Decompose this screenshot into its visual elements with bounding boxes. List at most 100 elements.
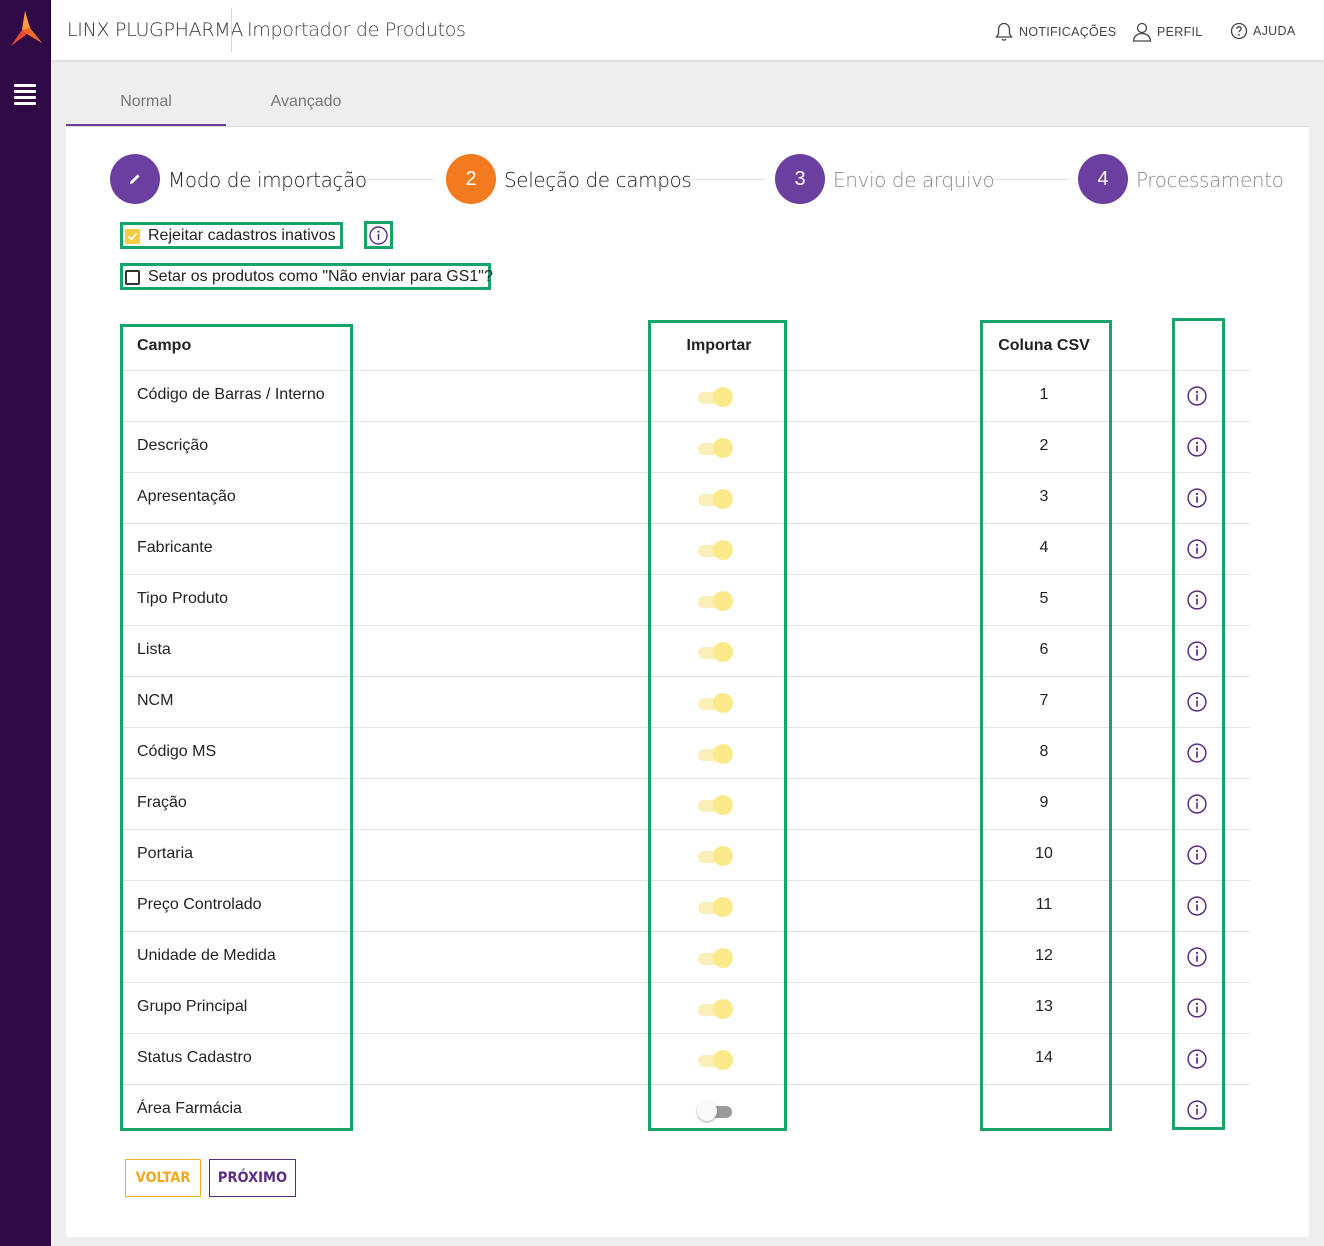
- campo-cell: Descrição: [137, 437, 209, 454]
- step-3-label: Envio de arquivo: [833, 168, 995, 192]
- info-icon[interactable]: [368, 225, 389, 246]
- help-button[interactable]: AJUDA: [1229, 21, 1295, 41]
- step-1-circle[interactable]: [110, 154, 160, 204]
- import-toggle[interactable]: [697, 642, 733, 662]
- tab-bar: Normal Avançado: [66, 82, 1309, 127]
- profile-button[interactable]: PERFIL: [1131, 21, 1203, 43]
- pencil-icon: [130, 174, 140, 184]
- info-icon[interactable]: [1186, 1099, 1208, 1121]
- table-row: Grupo Principal 13: [122, 983, 1250, 1034]
- highlight-box: [364, 221, 393, 249]
- table-row: Preço Controlado 11: [122, 881, 1250, 932]
- import-toggle[interactable]: [697, 897, 733, 917]
- campo-cell: Lista: [137, 641, 171, 658]
- csv-column-cell: 7: [1039, 692, 1049, 709]
- table-row: Descrição 2: [122, 422, 1250, 473]
- table-row: Portaria 10: [122, 830, 1250, 881]
- campo-cell: Apresentação: [137, 488, 236, 505]
- info-icon[interactable]: [1186, 1048, 1208, 1070]
- csv-column-cell: 3: [1039, 488, 1049, 505]
- back-button[interactable]: VOLTAR: [125, 1159, 201, 1197]
- info-icon[interactable]: [1186, 640, 1208, 662]
- import-toggle[interactable]: [697, 1050, 733, 1070]
- campo-cell: Portaria: [137, 845, 194, 862]
- campo-cell: Fração: [137, 794, 187, 811]
- csv-column-cell: 6: [1039, 641, 1049, 658]
- import-toggle[interactable]: [697, 744, 733, 764]
- help-icon: [1230, 22, 1248, 40]
- import-toggle[interactable]: [697, 591, 733, 611]
- header-importar: Importar: [686, 337, 752, 354]
- import-toggle[interactable]: [697, 540, 733, 560]
- header-divider: [231, 8, 232, 52]
- table-header: Campo Importar Coluna CSV: [122, 321, 1250, 371]
- info-icon[interactable]: [1186, 691, 1208, 713]
- info-icon[interactable]: [1186, 895, 1208, 917]
- checkbox-checked[interactable]: [125, 228, 140, 244]
- csv-column-cell: 5: [1039, 590, 1049, 607]
- linx-logo-icon: [11, 11, 42, 46]
- highlight-box: [120, 263, 491, 290]
- info-icon[interactable]: [1186, 487, 1208, 509]
- info-icon[interactable]: [1186, 844, 1208, 866]
- table-row: Apresentação 3: [122, 473, 1250, 524]
- info-icon[interactable]: [1186, 946, 1208, 968]
- bell-icon: [995, 22, 1013, 41]
- info-icon[interactable]: [1186, 793, 1208, 815]
- campo-cell: Unidade de Medida: [137, 947, 276, 964]
- import-toggle[interactable]: [697, 948, 733, 968]
- gs1-label: Setar os produtos como "Não enviar para …: [148, 268, 493, 285]
- import-toggle[interactable]: [697, 489, 733, 509]
- import-toggle[interactable]: [697, 846, 733, 866]
- info-icon[interactable]: [1186, 589, 1208, 611]
- import-toggle[interactable]: [697, 387, 733, 407]
- info-icon[interactable]: [1186, 538, 1208, 560]
- csv-column-cell: 12: [1035, 947, 1053, 964]
- csv-column-cell: 13: [1035, 998, 1053, 1015]
- campo-cell: Preço Controlado: [137, 896, 262, 913]
- highlight-box: [1172, 318, 1225, 1130]
- table-row: NCM 7: [122, 677, 1250, 728]
- next-button[interactable]: PRÓXIMO: [209, 1159, 296, 1197]
- gs1-checkbox[interactable]: Setar os produtos como "Não enviar para …: [125, 268, 493, 286]
- step-connector: [674, 179, 766, 180]
- table-row: Tipo Produto 5: [122, 575, 1250, 626]
- content-card: [66, 127, 1309, 1237]
- table-row: Unidade de Medida 12: [122, 932, 1250, 983]
- info-icon[interactable]: [1186, 997, 1208, 1019]
- info-icon[interactable]: [1186, 436, 1208, 458]
- csv-column-cell: 1: [1039, 386, 1049, 403]
- campo-cell: Grupo Principal: [137, 998, 248, 1015]
- info-icon[interactable]: [1186, 385, 1208, 407]
- help-label: AJUDA: [1253, 24, 1296, 38]
- table-row: Código MS 8: [122, 728, 1250, 779]
- step-4-circle[interactable]: 4: [1078, 154, 1128, 204]
- highlight-box: [980, 320, 1112, 1131]
- notifications-button[interactable]: NOTIFICAÇÕES: [993, 21, 1116, 43]
- campo-cell: Status Cadastro: [137, 1049, 252, 1066]
- highlight-box: [120, 324, 353, 1131]
- table-row: Fabricante 4: [122, 524, 1250, 575]
- import-toggle[interactable]: [697, 438, 733, 458]
- import-toggle[interactable]: [697, 693, 733, 713]
- table-row: Status Cadastro 14: [122, 1034, 1250, 1085]
- table-row: Lista 6: [122, 626, 1250, 677]
- brand-name: LINX PLUGPHARMA: [67, 19, 244, 41]
- checkbox-unchecked[interactable]: [125, 269, 140, 285]
- import-toggle[interactable]: [697, 1101, 733, 1121]
- reject-inactive-checkbox[interactable]: Rejeitar cadastros inativos: [125, 227, 336, 245]
- import-toggle[interactable]: [697, 795, 733, 815]
- tab-avancado[interactable]: Avançado: [270, 93, 342, 110]
- reject-inactive-label: Rejeitar cadastros inativos: [148, 227, 336, 244]
- step-4-label: Processamento: [1136, 168, 1284, 192]
- campo-cell: Código MS: [137, 743, 217, 760]
- step-3-circle[interactable]: 3: [775, 154, 825, 204]
- tab-normal[interactable]: Normal: [66, 82, 226, 126]
- step-connector: [346, 179, 434, 180]
- top-header: LINX PLUGPHARMA Importador de Produtos N…: [51, 0, 1324, 60]
- menu-icon[interactable]: [14, 84, 36, 105]
- step-2-circle[interactable]: 2: [446, 154, 496, 204]
- info-icon[interactable]: [1186, 742, 1208, 764]
- header-campo: Campo: [137, 337, 192, 354]
- import-toggle[interactable]: [697, 999, 733, 1019]
